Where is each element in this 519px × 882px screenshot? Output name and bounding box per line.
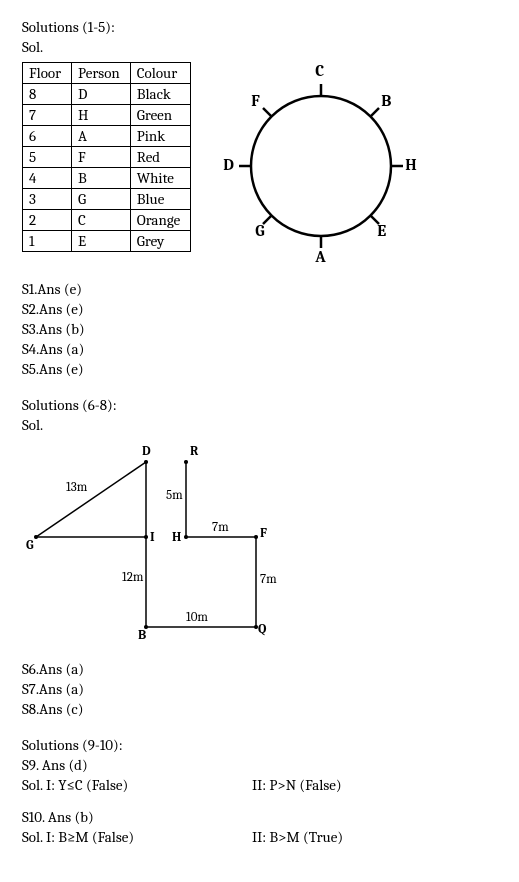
table-row: 6APink: [23, 126, 191, 147]
table-row: 8DBlack: [23, 84, 191, 105]
answer-s3: S3.Ans (b): [22, 320, 497, 338]
s10-sol-row: Sol. I: B≥M (False) II: B>M (True): [22, 828, 497, 846]
circle-label-g: G: [255, 222, 264, 240]
table-row: 1EGrey: [23, 231, 191, 252]
measure-5m: 5m: [166, 488, 183, 503]
sub-6-8: Sol.: [22, 416, 497, 434]
header-1-5: Solutions (1-5):: [22, 18, 497, 36]
circle-label-a: A: [315, 248, 325, 266]
s9-i: Sol. I: Y≤C (False): [22, 776, 252, 794]
path-label-f: F: [260, 526, 267, 541]
circle-label-d: D: [223, 156, 234, 174]
sub-1-5: Sol.: [22, 38, 497, 56]
answer-s9: S9. Ans (d): [22, 756, 497, 774]
measure-7m-a: 7m: [212, 520, 229, 535]
solutions-1-5: Solutions (1-5): Sol. Floor Person Colou…: [22, 18, 497, 378]
s10-ii: II: B>M (True): [252, 828, 343, 846]
path-label-d: D: [142, 444, 151, 459]
s9-sol-row: Sol. I: Y≤C (False) II: P>N (False): [22, 776, 497, 794]
path-label-r: R: [190, 444, 198, 459]
s9-ii: II: P>N (False): [252, 776, 342, 794]
path-label-h: H: [172, 530, 181, 545]
measure-13m: 13m: [66, 480, 87, 495]
path-label-b: B: [138, 628, 146, 643]
answer-s1: S1.Ans (e): [22, 280, 497, 298]
answer-s10: S10. Ans (b): [22, 808, 497, 826]
answers-1-5: S1.Ans (e) S2.Ans (e) S3.Ans (b) S4.Ans …: [22, 280, 497, 378]
header-9-10: Solutions (9-10):: [22, 736, 497, 754]
solutions-6-8: Solutions (6-8): Sol.: [22, 396, 497, 718]
floor-person-colour-table: Floor Person Colour 8DBlack 7HGreen 6APi…: [22, 62, 191, 252]
answer-s5: S5.Ans (e): [22, 360, 497, 378]
measure-10m: 10m: [186, 610, 208, 625]
spacer: [22, 794, 497, 808]
circle-label-c: C: [315, 62, 324, 80]
table-row: 3GBlue: [23, 189, 191, 210]
table-header-row: Floor Person Colour: [23, 63, 191, 84]
path-label-i: I: [150, 530, 155, 545]
table-row: 5FRed: [23, 147, 191, 168]
answer-s8: S8.Ans (c): [22, 700, 497, 718]
seating-circle-diagram: C F B D H G E A: [221, 66, 421, 266]
path-svg: [26, 442, 306, 652]
measure-7m-b: 7m: [260, 572, 277, 587]
path-label-g: G: [26, 538, 34, 553]
s10-i: Sol. I: B≥M (False): [22, 828, 252, 846]
circle-label-b: B: [381, 92, 391, 110]
answer-s2: S2.Ans (e): [22, 300, 497, 318]
circle-label-h: H: [405, 156, 417, 174]
path-diagram: D R G I H F B Q 13m 5m 7m 12m 7m 10m: [26, 442, 306, 652]
col-person: Person: [72, 63, 131, 84]
table-row: 4BWhite: [23, 168, 191, 189]
answer-s6: S6.Ans (a): [22, 660, 497, 678]
header-6-8: Solutions (6-8):: [22, 396, 497, 414]
table-and-circle-row: Floor Person Colour 8DBlack 7HGreen 6APi…: [22, 58, 497, 266]
path-label-q: Q: [258, 622, 266, 637]
measure-12m: 12m: [122, 570, 143, 585]
col-colour: Colour: [130, 63, 190, 84]
answer-s4: S4.Ans (a): [22, 340, 497, 358]
circle-label-f: F: [251, 92, 260, 110]
circle-label-e: E: [377, 222, 386, 240]
solutions-9-10: Solutions (9-10): S9. Ans (d) Sol. I: Y≤…: [22, 736, 497, 846]
col-floor: Floor: [23, 63, 72, 84]
table-row: 7HGreen: [23, 105, 191, 126]
table-row: 2COrange: [23, 210, 191, 231]
answer-s7: S7.Ans (a): [22, 680, 497, 698]
